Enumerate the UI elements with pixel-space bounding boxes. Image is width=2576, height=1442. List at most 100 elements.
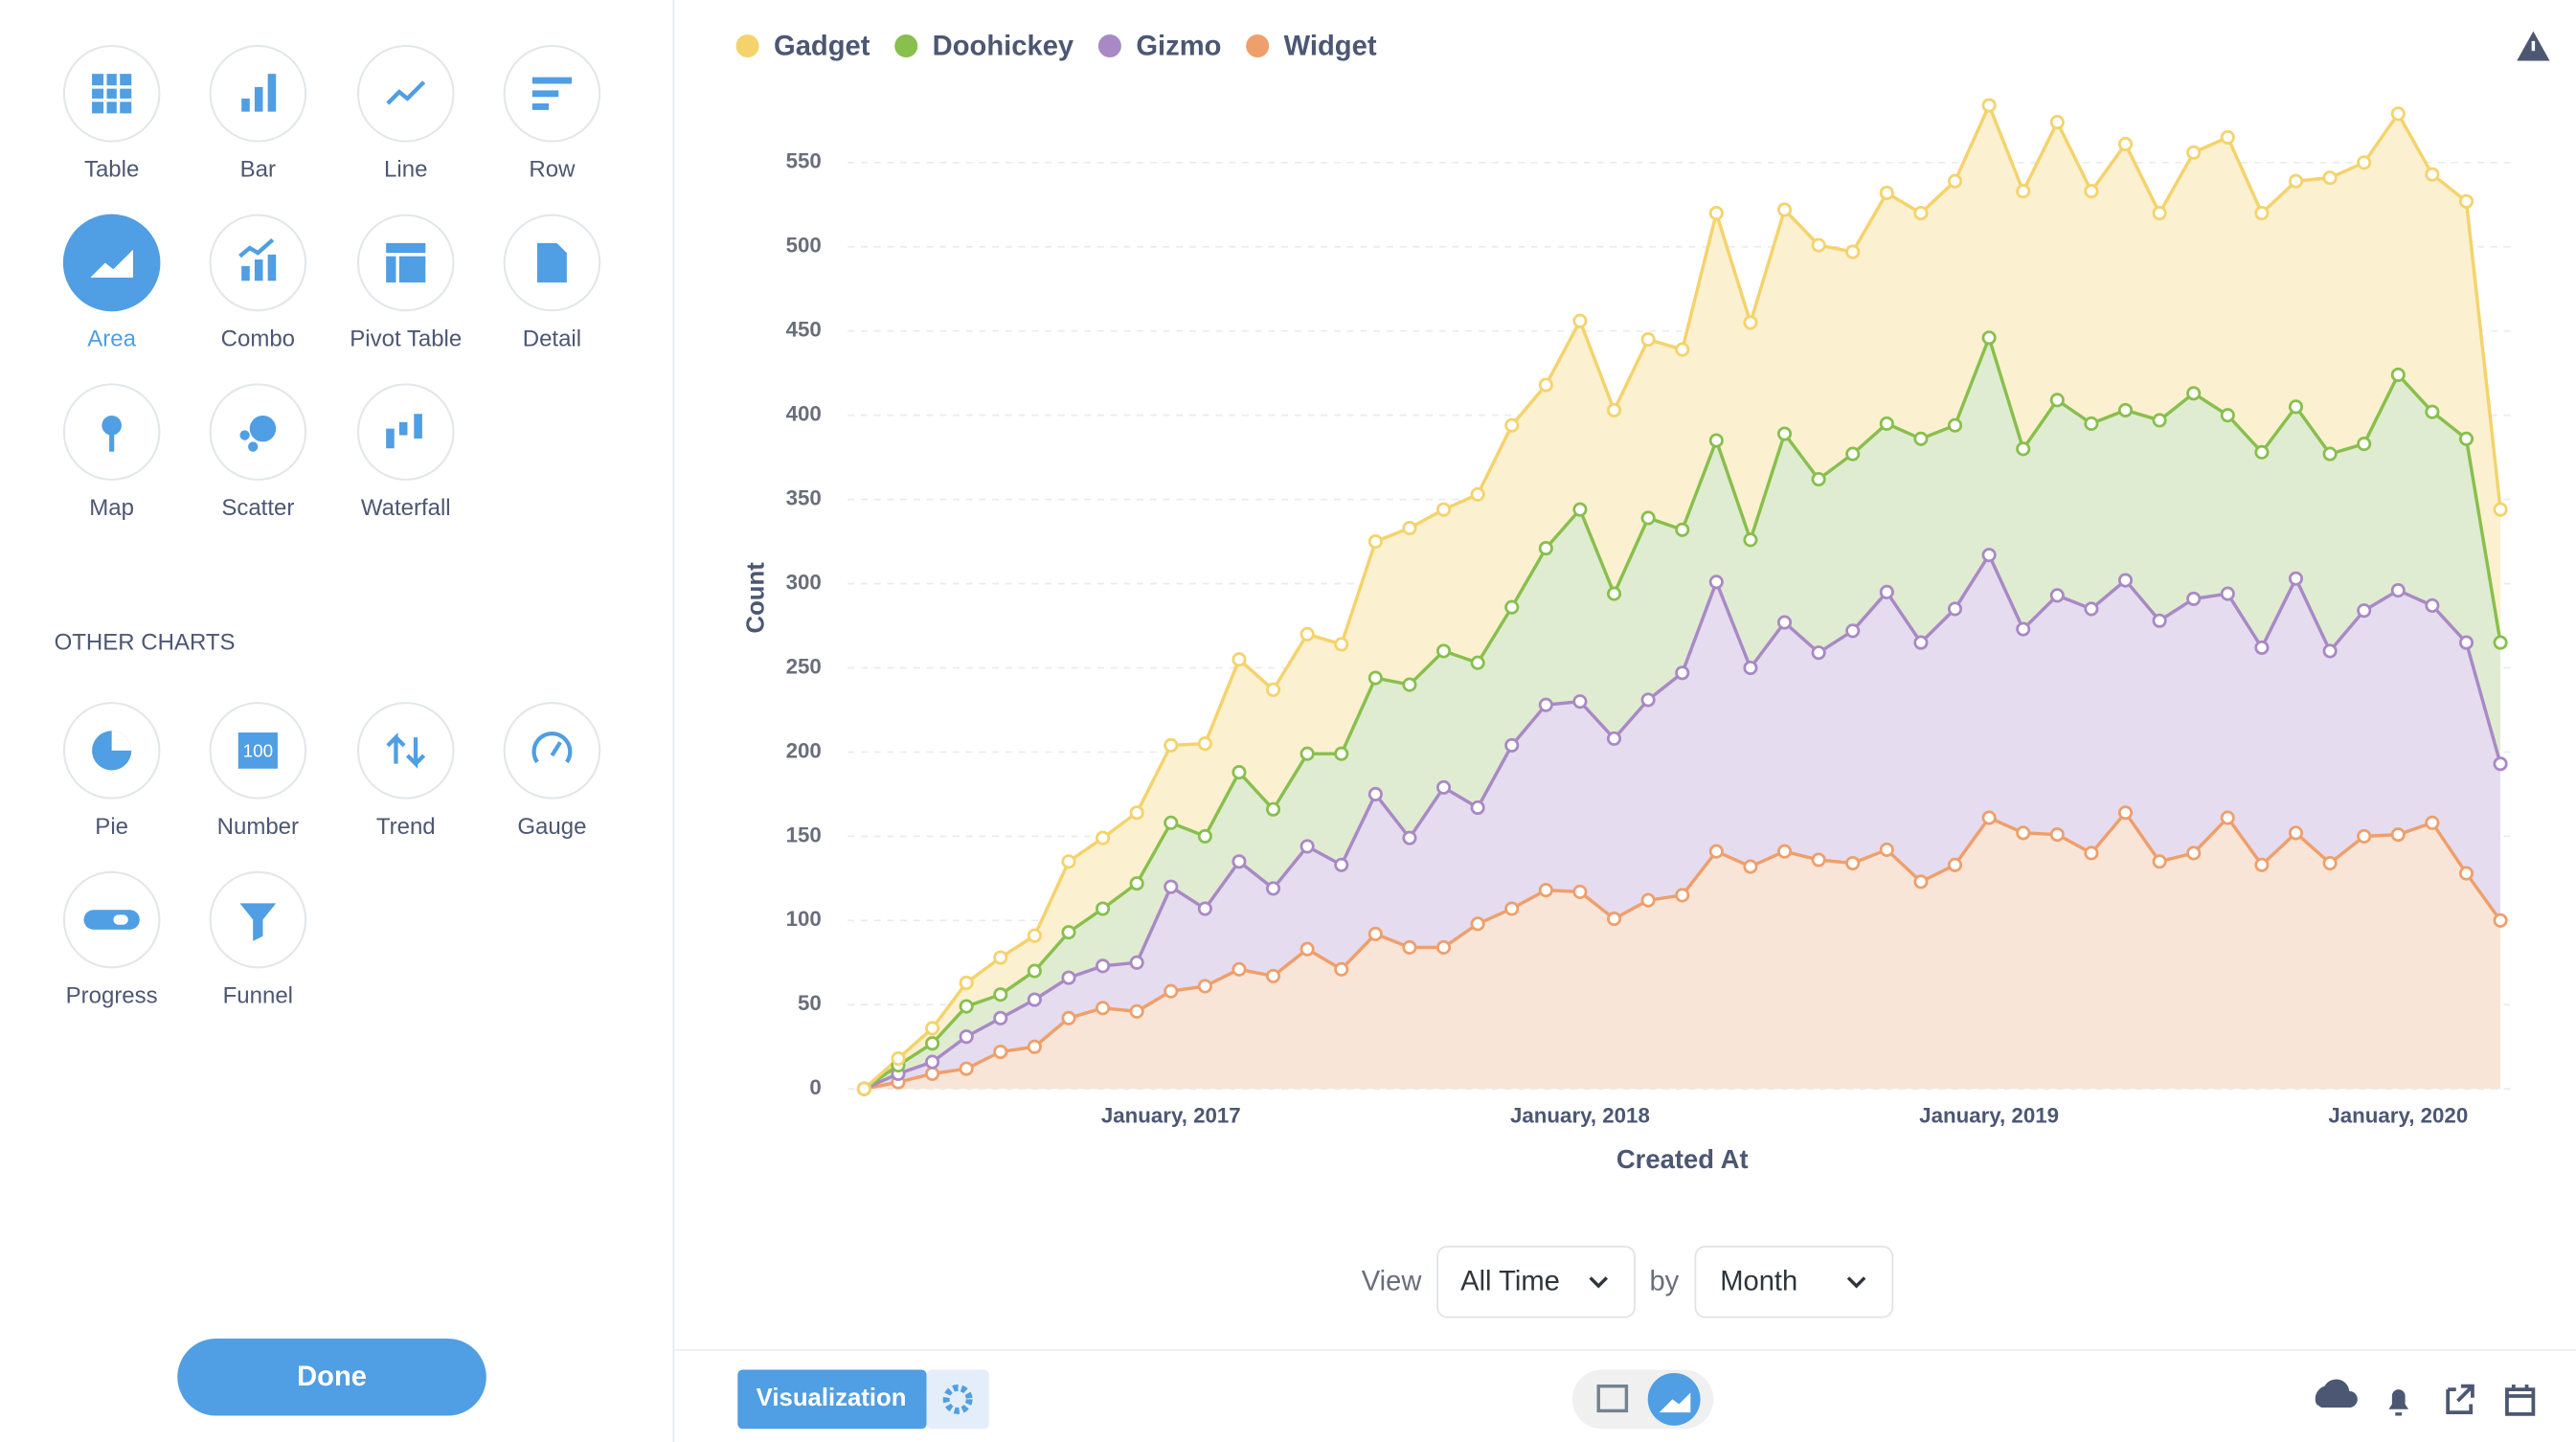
point bbox=[1947, 601, 1963, 617]
option-label: Trend bbox=[376, 814, 436, 840]
chart-type-option[interactable]: Waterfall bbox=[356, 383, 455, 521]
option-label: Pivot Table bbox=[350, 326, 462, 351]
area bbox=[864, 554, 2501, 1090]
option-label: Gauge bbox=[517, 814, 586, 840]
point bbox=[2016, 184, 2031, 199]
point bbox=[1061, 925, 1076, 940]
unit-select[interactable]: Month bbox=[1694, 1246, 1894, 1318]
y-tick-label: 500 bbox=[786, 234, 822, 258]
chart-type-option[interactable]: Scatter bbox=[209, 383, 307, 521]
legend-label: Gadget bbox=[774, 31, 870, 61]
y-tick-label: 350 bbox=[786, 485, 822, 509]
share-icon[interactable] bbox=[2446, 1384, 2474, 1415]
icon-glyph bbox=[386, 732, 426, 769]
point bbox=[2425, 815, 2440, 830]
point bbox=[1334, 857, 1349, 872]
point bbox=[993, 950, 1008, 965]
point bbox=[2049, 588, 2065, 603]
alert-icon[interactable] bbox=[2388, 1389, 2409, 1416]
chart-type-option[interactable]: Table bbox=[62, 44, 161, 183]
view-toggle[interactable] bbox=[1571, 1369, 1714, 1430]
point bbox=[1164, 879, 1179, 894]
chart-type-option[interactable]: Gauge bbox=[503, 702, 601, 840]
point bbox=[2322, 643, 2338, 659]
chart-type-option[interactable]: Line bbox=[356, 44, 455, 183]
y-tick-label: 550 bbox=[786, 149, 822, 173]
icon-gap bbox=[92, 85, 132, 89]
chart-type-option[interactable]: Bar bbox=[209, 44, 307, 183]
by-label: by bbox=[1649, 1266, 1679, 1296]
icon-glyph bbox=[239, 430, 250, 440]
point bbox=[1334, 637, 1349, 652]
point bbox=[925, 1066, 940, 1081]
legend-swatch bbox=[1246, 34, 1270, 58]
table-icon bbox=[1596, 1384, 1629, 1413]
point bbox=[1164, 737, 1179, 753]
point bbox=[1811, 471, 1826, 487]
settings-button[interactable] bbox=[926, 1369, 989, 1430]
point bbox=[2117, 402, 2134, 417]
option-circle bbox=[356, 702, 455, 800]
y-tick-label: 450 bbox=[786, 318, 822, 342]
chart-type-option[interactable]: Pie bbox=[62, 702, 161, 840]
point bbox=[856, 1081, 871, 1096]
point bbox=[1334, 746, 1349, 761]
point bbox=[1947, 417, 1963, 433]
point bbox=[925, 1021, 940, 1036]
visualization-button[interactable]: Visualization bbox=[737, 1369, 927, 1430]
point bbox=[1299, 839, 1315, 854]
point bbox=[1334, 961, 1349, 977]
chart-type-option[interactable]: Progress bbox=[62, 870, 161, 1009]
point bbox=[2254, 206, 2270, 221]
point bbox=[993, 987, 1008, 1003]
view-select[interactable]: All Time bbox=[1436, 1246, 1636, 1318]
chart-type-option[interactable]: Trend bbox=[356, 702, 455, 840]
chart-type-option[interactable]: Row bbox=[503, 44, 601, 183]
point bbox=[2049, 393, 2065, 408]
point bbox=[1675, 665, 1690, 681]
point bbox=[1402, 520, 1417, 536]
area bbox=[864, 812, 2501, 1090]
point bbox=[1845, 446, 1861, 462]
point bbox=[2288, 571, 2304, 586]
point bbox=[1299, 746, 1315, 761]
select-value: All Time bbox=[1460, 1266, 1560, 1296]
point bbox=[1299, 626, 1315, 642]
chart-type-option[interactable]: Map bbox=[62, 383, 161, 521]
point bbox=[2458, 635, 2474, 650]
chart-type-option[interactable]: Pivot Table bbox=[350, 214, 462, 352]
select-value: Month bbox=[1720, 1266, 1797, 1296]
point bbox=[1197, 901, 1212, 916]
done-button[interactable]: Done bbox=[177, 1338, 486, 1416]
schedule-icon[interactable] bbox=[2505, 1384, 2536, 1416]
point bbox=[1061, 1010, 1076, 1025]
icon-glyph bbox=[239, 903, 277, 941]
point bbox=[1776, 615, 1793, 630]
point bbox=[2425, 404, 2440, 419]
point bbox=[1606, 912, 1622, 927]
section-heading: OTHER CHARTS bbox=[55, 630, 236, 656]
y-tick-label: 400 bbox=[786, 402, 822, 426]
point bbox=[1743, 859, 1758, 874]
chart-type-option[interactable]: 100 Number bbox=[209, 702, 307, 840]
point bbox=[1708, 844, 1724, 859]
chart-type-option[interactable]: Funnel bbox=[209, 870, 307, 1009]
point bbox=[2016, 441, 2031, 457]
chart-type-option[interactable]: Detail bbox=[503, 214, 601, 352]
point bbox=[2322, 446, 2338, 462]
point bbox=[1504, 901, 1520, 916]
download-icon[interactable] bbox=[2315, 1379, 2358, 1408]
chart-type-option[interactable]: Area bbox=[62, 214, 161, 352]
point bbox=[2049, 827, 2065, 843]
point bbox=[1879, 842, 1894, 857]
point bbox=[1266, 801, 1281, 817]
point bbox=[1027, 928, 1042, 943]
point bbox=[2288, 173, 2304, 189]
chart-type-option[interactable]: Combo bbox=[209, 214, 307, 352]
option-circle bbox=[503, 702, 601, 800]
point bbox=[925, 1054, 940, 1070]
point bbox=[2186, 386, 2202, 401]
point bbox=[2220, 408, 2235, 423]
